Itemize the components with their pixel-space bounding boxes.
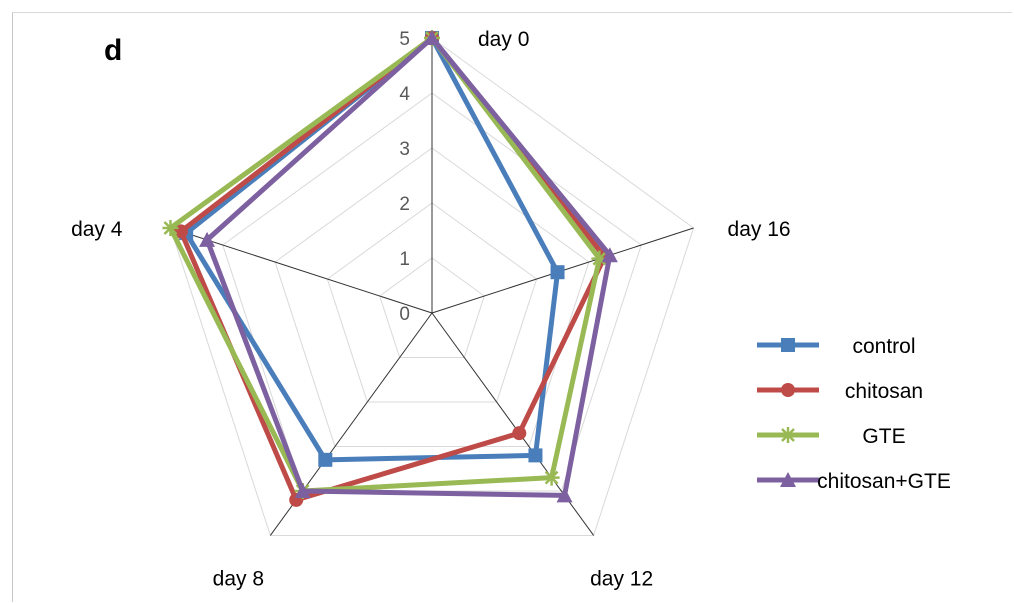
star-marker-stroke: [592, 251, 607, 266]
star-marker-stroke: [781, 428, 795, 442]
radial-tick-label: 5: [399, 29, 410, 50]
legend-label: GTE: [862, 425, 905, 448]
star-marker: [162, 220, 179, 237]
radial-tick-label: 0: [399, 304, 410, 325]
star-marker-stroke: [544, 470, 559, 485]
legend-item: GTE: [757, 425, 906, 448]
triangle-marker: [294, 482, 311, 498]
category-label: day 4: [71, 218, 123, 241]
category-label: day 0: [478, 28, 529, 51]
category-label: day 12: [590, 567, 653, 590]
radial-tick-label: 1: [399, 249, 410, 270]
triangle-marker: [780, 472, 796, 487]
legend-label: chitosan: [845, 380, 923, 403]
triangle-marker: [199, 231, 216, 247]
panel-label: d: [104, 34, 123, 67]
series-chitosan: [173, 31, 612, 507]
triangle-marker: [424, 30, 440, 45]
radial-tick-label: 4: [399, 84, 410, 105]
series-line: [167, 35, 602, 494]
star-marker: [780, 427, 796, 443]
series-line: [204, 35, 613, 498]
category-label: day 8: [213, 567, 264, 590]
legend-item: chitosan+GTE: [757, 470, 951, 493]
square-marker: [550, 265, 565, 280]
legend-label: control: [852, 335, 915, 358]
series-chitosan-gte: [199, 30, 618, 503]
triangle-marker: [556, 487, 573, 503]
grid-ring: [379, 257, 485, 358]
star-marker-stroke: [163, 221, 178, 235]
series-line: [178, 35, 608, 503]
star-marker: [543, 469, 560, 486]
category-label: day 16: [728, 218, 791, 241]
spoke-line: [170, 227, 433, 314]
triangle-marker: [601, 247, 618, 263]
square-marker: [528, 448, 543, 463]
series-control: [179, 31, 565, 467]
square-marker: [781, 338, 795, 352]
radial-tick-label: 2: [399, 194, 410, 215]
series-layer: [162, 30, 618, 507]
category-label-layer: day 0 day 16 day 12 day 8 day 4: [71, 28, 791, 590]
grid-ring: [326, 202, 538, 403]
chart-frame: [12, 12, 1012, 602]
legend-label: chitosan+GTE: [817, 470, 951, 493]
legend: control chitosan GTE chitosan+GTE: [757, 335, 951, 493]
legend-item: control: [757, 335, 916, 358]
circle-marker: [512, 426, 527, 441]
radial-tick-label: 3: [399, 139, 410, 160]
circle-marker: [781, 383, 795, 397]
square-marker: [318, 452, 333, 467]
grid-ring: [274, 147, 590, 447]
tick-layer: 0 1 2 3 4 5: [399, 29, 410, 325]
legend-item: chitosan: [757, 380, 923, 403]
